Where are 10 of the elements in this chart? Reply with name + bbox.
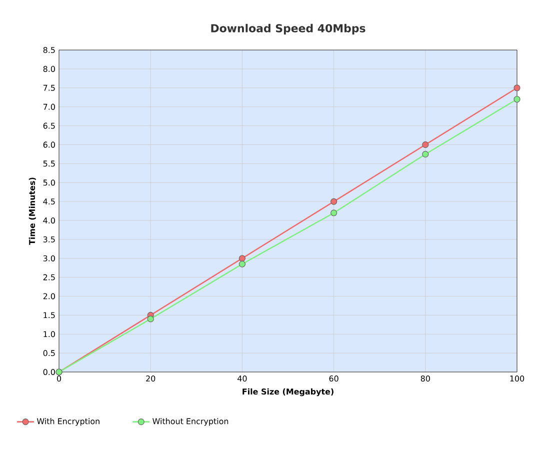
point bbox=[238, 260, 246, 268]
point bbox=[422, 150, 429, 158]
point bbox=[147, 316, 154, 322]
point bbox=[330, 210, 338, 216]
chart-title: Download Speed 40Mbps bbox=[211, 24, 366, 35]
point bbox=[422, 141, 429, 148]
point bbox=[330, 198, 338, 205]
point bbox=[514, 84, 520, 92]
point bbox=[238, 255, 246, 262]
point bbox=[514, 96, 520, 103]
